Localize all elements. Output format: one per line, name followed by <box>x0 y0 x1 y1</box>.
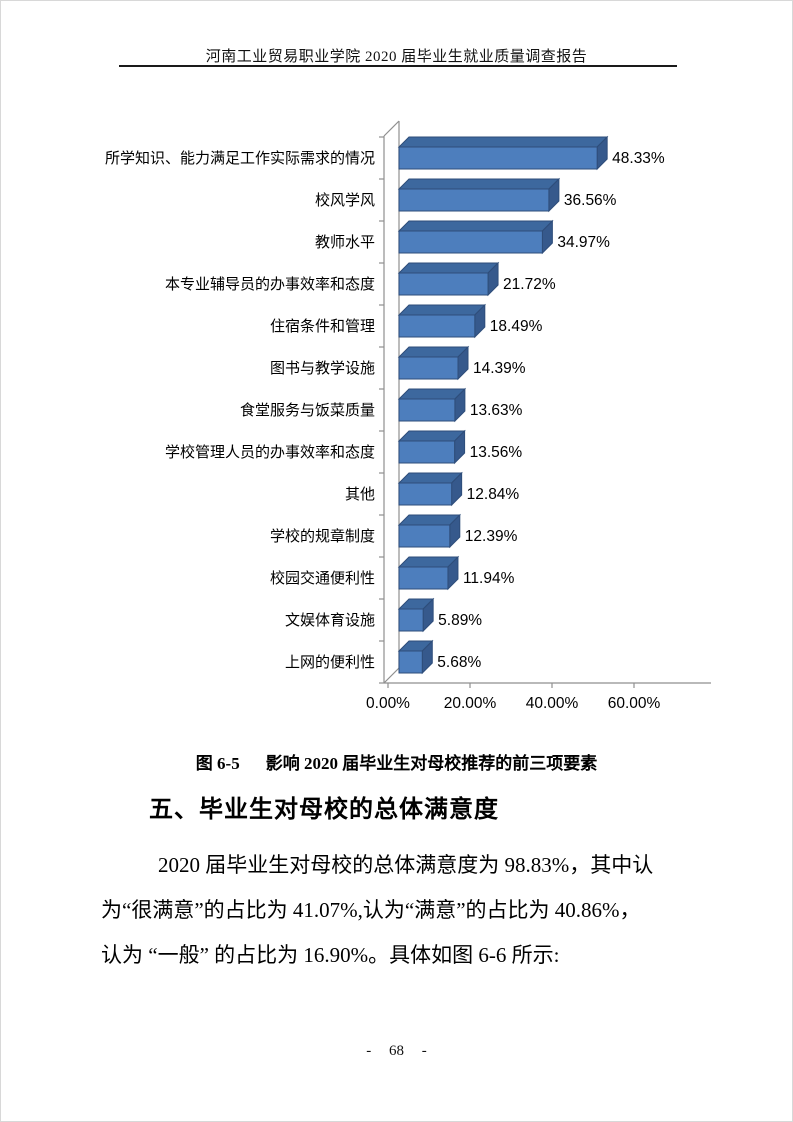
bar <box>398 482 453 506</box>
bar-category-label: 教师水平 <box>315 234 375 251</box>
bar <box>398 524 451 548</box>
bar-top-face <box>397 220 554 232</box>
paragraph-line: 认为 “一般” 的占比为 16.90%。具体如图 6-6 所示: <box>101 943 560 967</box>
page-number: - 68 - <box>366 1043 427 1059</box>
bar-top-face <box>397 388 467 400</box>
figure-6-5-chart: 0.00% 20.00% 40.00% 60.00% 所学知识、能力满足工作实际需求的情… <box>96 111 741 736</box>
bar-category-label: 所学知识、能力满足工作实际需求的情况 <box>105 150 375 167</box>
bar-category-label: 图书与教学设施 <box>270 360 375 377</box>
bar-category-label: 学校的规章制度 <box>270 527 375 545</box>
bar-value-label: 13.63% <box>470 402 523 419</box>
bar-value-label: 12.84% <box>467 486 520 503</box>
bar-top-face <box>397 136 609 148</box>
bar <box>398 230 543 254</box>
bar-category-label: 本专业辅导员的办事效率和态度 <box>165 276 375 293</box>
bar <box>398 566 449 590</box>
figure-caption-text: 影响 2020 届毕业生对母校推荐的前三项要素 <box>265 754 598 773</box>
bar-top-face <box>397 430 466 442</box>
bar-top-face <box>397 346 470 358</box>
bar <box>398 440 456 464</box>
bar-category-label: 校园交通便利性 <box>270 569 375 587</box>
bar-value-label: 13.56% <box>470 444 523 461</box>
body-paragraph: 2020 届毕业生对母校的总体满意度为 98.83%，其中认 为“很满意”的占比… <box>101 843 695 978</box>
paragraph-line: 为“很满意”的占比为 41.07%,认为“满意”的占比为 40.86%， <box>101 898 641 922</box>
value-axis-tick-label: 40.00% <box>526 695 579 712</box>
wall-top-edge <box>383 120 400 137</box>
bar-value-label: 12.39% <box>465 528 518 545</box>
bar-value-label: 5.89% <box>438 612 482 629</box>
bar-chart-svg: 0.00% 20.00% 40.00% 60.00% 所学知识、能力满足工作实际需求的情… <box>105 120 711 712</box>
bar-value-label: 34.97% <box>557 234 610 251</box>
bar-top-face <box>397 472 463 484</box>
bar-value-label: 11.94% <box>463 570 515 587</box>
bar <box>398 188 550 212</box>
bar-category-label: 住宿条件和管理 <box>270 318 375 335</box>
value-axis-tick-label: 60.00% <box>608 695 661 712</box>
page-header: 河南工业贸易职业学院 2020 届毕业生就业质量调查报告 <box>205 49 588 65</box>
value-axis-tick-label: 20.00% <box>444 695 497 712</box>
bar-top-face <box>397 304 487 316</box>
bar-value-label: 48.33% <box>612 150 665 167</box>
bar <box>398 650 423 674</box>
bar-value-label: 5.68% <box>437 654 481 671</box>
paragraph-line: 2020 届毕业生对母校的总体满意度为 98.83%，其中认 <box>158 853 654 877</box>
header-divider <box>119 65 677 67</box>
floor-edge <box>383 667 400 684</box>
bar <box>398 398 456 422</box>
bar <box>398 356 459 380</box>
bar-category-label: 食堂服务与饭菜质量 <box>240 402 375 419</box>
bar-value-label: 21.72% <box>503 276 556 293</box>
bar-category-label: 校风学风 <box>315 192 375 209</box>
bar <box>398 608 424 632</box>
bar-top-face <box>397 178 561 190</box>
bar-value-label: 18.49% <box>490 318 543 335</box>
bar-value-label: 36.56% <box>564 192 617 209</box>
value-axis-tick-label: 0.00% <box>366 695 410 712</box>
figure-caption: 图 6-5 影响 2020 届毕业生对母校推荐的前三项要素 <box>1 749 792 774</box>
bar-category-label: 其他 <box>345 486 375 503</box>
figure-caption-label: 图 6-5 <box>195 754 240 773</box>
bar-category-label: 学校管理人员的办事效率和态度 <box>165 444 375 461</box>
section-heading: 五、毕业生对母校的总体满意度 <box>149 796 499 823</box>
bar-top-face <box>397 262 500 274</box>
bar-category-label: 文娱体育设施 <box>285 612 375 629</box>
bar-category-label: 上网的便利性 <box>285 654 375 671</box>
bar <box>398 146 598 170</box>
bar <box>398 272 489 296</box>
bar-value-label: 14.39% <box>473 360 526 377</box>
bar <box>398 314 476 338</box>
